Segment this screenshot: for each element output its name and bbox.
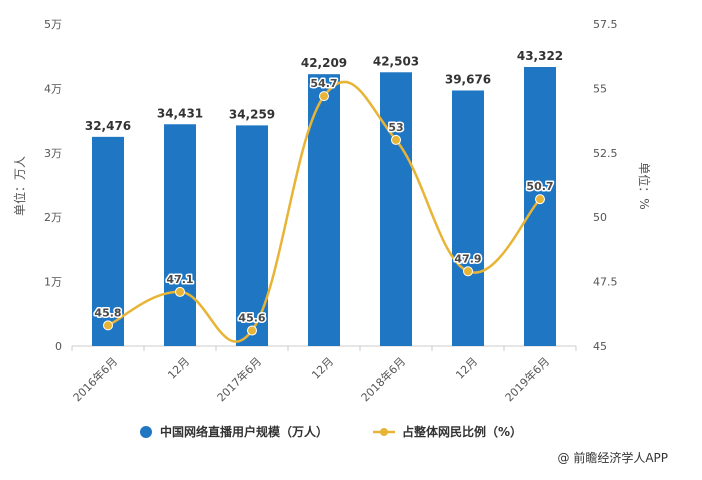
right-tick-label: 52.5	[593, 147, 618, 160]
line-value-label: 47.9	[454, 252, 481, 265]
line-point	[319, 91, 329, 102]
bar	[92, 136, 124, 346]
category-label: 12月	[453, 355, 480, 382]
left-tick-label: 2万	[44, 211, 62, 224]
bar-data-labels: 32,476 34,431 34,259 42,209 42,503 39,676 43,3…	[85, 49, 563, 133]
left-tick-label: 4万	[44, 82, 62, 95]
category-label: 12月	[309, 355, 336, 382]
bar	[524, 67, 556, 346]
line-value-label: 53	[388, 121, 403, 134]
legend-bar-label: 中国网络直播用户规模（万人）	[160, 424, 328, 439]
bar-value-label: 42,503	[373, 54, 419, 68]
left-tick-label: 3万	[44, 147, 62, 160]
bar	[452, 90, 484, 346]
line-points	[103, 91, 545, 336]
line-value-label: 45.6	[238, 312, 265, 325]
category-label: 2018年6月	[358, 354, 408, 404]
line-data-labels: 45.8 47.1 45.6 54.7 53 47.9 50.7	[93, 76, 555, 326]
right-tick-label: 57.5	[593, 18, 618, 31]
source-credit: @ 前瞻经济学人APP	[558, 450, 669, 465]
category-label: 2019年6月	[502, 354, 552, 404]
right-tick-label: 50	[593, 211, 607, 224]
right-axis-title: 单位：%	[637, 162, 652, 209]
bar-value-label: 32,476	[85, 119, 131, 133]
line-point	[247, 325, 257, 336]
category-label: 12月	[165, 355, 192, 382]
right-tick-label: 45	[593, 340, 607, 353]
category-label: 2016年6月	[70, 354, 120, 404]
bar	[164, 124, 196, 346]
bar-value-label: 34,259	[229, 107, 275, 121]
line-point	[463, 266, 473, 277]
bar-value-label: 34,431	[157, 106, 203, 120]
line-value-label: 45.8	[94, 306, 121, 319]
x-axis-tick-marks	[71, 346, 577, 351]
right-tick-label: 47.5	[593, 276, 618, 289]
right-axis-ticks: 45 47.5 50 52.5 55 57.5	[593, 18, 618, 353]
bar-value-label: 39,676	[445, 72, 491, 86]
bar-value-label: 43,322	[517, 49, 563, 63]
left-tick-label: 1万	[44, 276, 62, 289]
legend-bar-swatch	[140, 426, 152, 438]
legend-line-marker	[380, 428, 388, 436]
line-point	[391, 134, 401, 145]
bar-value-label: 42,209	[301, 56, 347, 70]
legend-line-label: 占整体网民比例（%）	[402, 424, 522, 439]
legend: 中国网络直播用户规模（万人） 占整体网民比例（%）	[140, 424, 522, 439]
line-value-label: 54.7	[310, 77, 337, 90]
line-value-label: 47.1	[166, 273, 193, 286]
left-axis-title: 单位：万人	[12, 156, 27, 216]
line-value-label: 50.7	[526, 180, 553, 193]
line-point	[103, 320, 113, 331]
line-point	[535, 194, 545, 205]
bar	[380, 72, 412, 347]
category-labels: 2016年6月 12月 2017年6月 12月 2018年6月 12月 2019年6月	[70, 354, 552, 404]
line-point	[175, 286, 185, 297]
bar-series	[92, 67, 556, 347]
left-axis-ticks: 0 1万 2万 3万 4万 5万	[44, 18, 62, 353]
left-tick-label: 0	[55, 340, 62, 353]
right-tick-label: 55	[593, 82, 607, 95]
category-label: 2017年6月	[214, 354, 264, 404]
left-tick-label: 5万	[44, 18, 62, 31]
